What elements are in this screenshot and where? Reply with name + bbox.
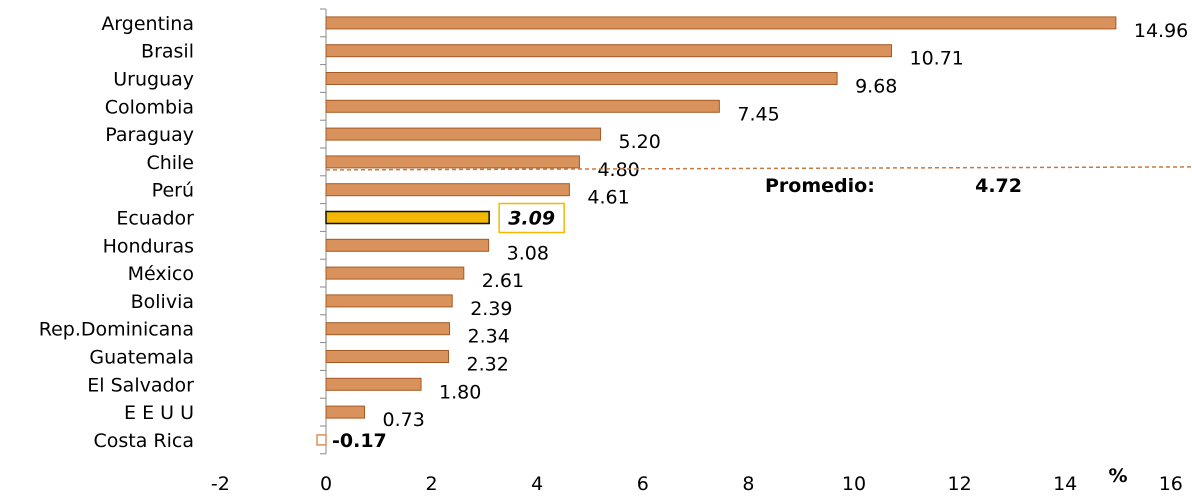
- category-label: México: [128, 263, 194, 285]
- bar: [325, 238, 490, 252]
- bar-highlight: [325, 210, 490, 225]
- bar: [325, 294, 453, 308]
- value-label: 2.61: [482, 270, 524, 292]
- x-tick-label: 12: [948, 473, 972, 495]
- value-label: 2.34: [468, 326, 510, 348]
- bar: [325, 183, 570, 197]
- category-label: Perú: [152, 180, 194, 202]
- value-label: 14.96: [1134, 20, 1188, 42]
- value-label: 3.08: [507, 242, 549, 264]
- category-label: Uruguay: [113, 69, 194, 91]
- average-label: Promedio:: [765, 175, 875, 197]
- bar: [325, 44, 892, 58]
- value-label: -0.17: [332, 430, 387, 452]
- category-label: Ecuador: [116, 208, 194, 230]
- category-label: Guatemala: [89, 347, 194, 369]
- bar: [316, 434, 327, 446]
- category-label: Rep.Dominicana: [39, 319, 194, 341]
- x-tick-label: 16: [1159, 473, 1183, 495]
- x-tick-label: 8: [742, 473, 754, 495]
- x-tick-label: 10: [842, 473, 866, 495]
- bar: [325, 155, 580, 169]
- x-tick-label: 14: [1053, 473, 1077, 495]
- category-label: Colombia: [105, 96, 194, 118]
- x-tick-label: 6: [637, 473, 649, 495]
- bar: [325, 322, 451, 336]
- x-tick-label: 2: [426, 473, 438, 495]
- category-label: El Salvador: [87, 374, 194, 396]
- category-label: Paraguay: [105, 124, 194, 146]
- x-tick-label: 4: [531, 473, 543, 495]
- bar: [325, 350, 449, 363]
- bar: [325, 405, 366, 419]
- bar: [325, 99, 720, 113]
- x-tick-label: 0: [320, 473, 332, 495]
- value-label: 5.20: [619, 131, 661, 153]
- bar: [325, 377, 422, 391]
- value-label: 2.32: [466, 354, 508, 376]
- highlight-label-box: [498, 202, 565, 234]
- category-label: Bolivia: [131, 291, 194, 313]
- bar: [325, 72, 838, 85]
- value-label: 3.09: [508, 208, 555, 230]
- value-label: 7.45: [737, 103, 779, 125]
- x-tick-label: -2: [211, 473, 230, 495]
- category-label: Argentina: [101, 13, 194, 35]
- value-label: 4.61: [587, 187, 629, 209]
- category-label: Brasil: [141, 41, 194, 63]
- value-label: 0.73: [383, 409, 425, 431]
- value-label: 4.80: [597, 159, 639, 181]
- category-label: Honduras: [103, 235, 194, 257]
- category-label: E E U U: [124, 402, 194, 424]
- value-label: 1.80: [439, 381, 481, 403]
- category-label: Chile: [146, 152, 194, 174]
- average-value: 4.72: [975, 175, 1022, 197]
- value-label: 10.71: [909, 48, 963, 70]
- value-label: 2.39: [470, 298, 512, 320]
- x-unit-label: %: [1108, 465, 1127, 487]
- average-line: [325, 166, 1192, 171]
- category-label: Costa Rica: [94, 430, 195, 452]
- value-label: 9.68: [855, 76, 897, 98]
- bar: [325, 16, 1117, 30]
- bar: [325, 266, 465, 280]
- bar: [325, 127, 602, 141]
